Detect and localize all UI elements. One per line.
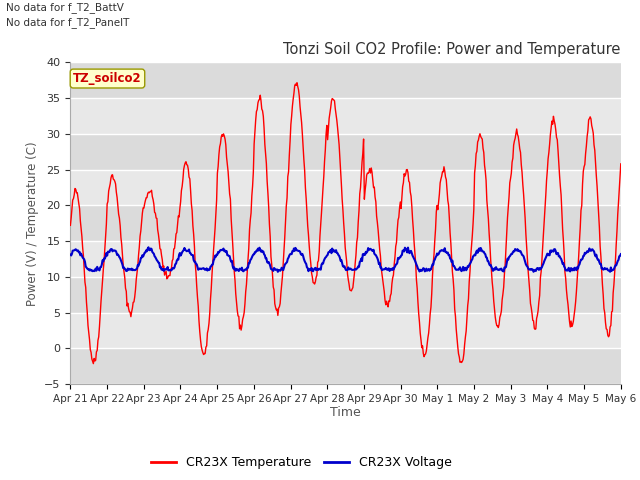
Bar xyxy=(70,312,621,348)
Legend: CR23X Temperature, CR23X Voltage: CR23X Temperature, CR23X Voltage xyxy=(147,451,457,474)
Line: CR23X Temperature: CR23X Temperature xyxy=(70,83,621,364)
CR23X Temperature xyxy=(293,80,301,85)
CR23X Voltage xyxy=(133,265,141,271)
CR23X Temperature xyxy=(67,222,74,228)
CR23X Voltage xyxy=(77,252,84,258)
CR23X Temperature xyxy=(219,133,227,139)
Bar xyxy=(70,205,621,241)
Text: No data for f_T2_PanelT: No data for f_T2_PanelT xyxy=(6,17,130,28)
CR23X Voltage xyxy=(414,266,422,272)
X-axis label: Time: Time xyxy=(330,407,361,420)
Bar xyxy=(70,98,621,134)
CR23X Voltage xyxy=(430,258,438,264)
Bar xyxy=(70,241,621,277)
CR23X Temperature xyxy=(77,218,84,224)
CR23X Voltage xyxy=(145,244,152,250)
Bar xyxy=(70,348,621,384)
Bar xyxy=(70,277,621,312)
Line: CR23X Voltage: CR23X Voltage xyxy=(70,247,621,272)
CR23X Voltage xyxy=(67,252,74,257)
CR23X Temperature xyxy=(617,161,625,167)
Text: TZ_soilco2: TZ_soilco2 xyxy=(73,72,142,85)
Bar xyxy=(70,62,621,98)
CR23X Temperature xyxy=(134,264,141,269)
Text: No data for f_T2_BattV: No data for f_T2_BattV xyxy=(6,2,124,13)
CR23X Temperature xyxy=(414,300,422,305)
Bar xyxy=(70,134,621,169)
CR23X Temperature xyxy=(90,361,97,367)
CR23X Temperature xyxy=(190,231,198,237)
Text: Tonzi Soil CO2 Profile: Power and Temperature: Tonzi Soil CO2 Profile: Power and Temper… xyxy=(284,42,621,57)
CR23X Voltage xyxy=(219,247,227,252)
CR23X Voltage xyxy=(274,269,282,275)
CR23X Voltage xyxy=(190,257,198,263)
Bar xyxy=(70,169,621,205)
CR23X Temperature xyxy=(430,252,438,257)
Y-axis label: Power (V) / Temperature (C): Power (V) / Temperature (C) xyxy=(26,141,39,305)
CR23X Voltage xyxy=(617,251,625,257)
